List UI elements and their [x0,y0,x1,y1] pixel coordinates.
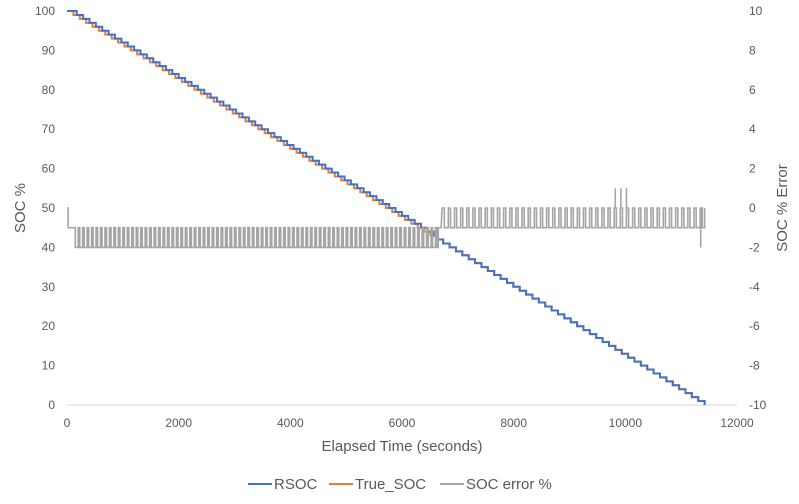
legend-label-true-soc: True_SOC [355,476,426,493]
right-tick-label-4: -2 [749,240,760,254]
left-tick-label-7: 70 [42,122,56,136]
left-tick-label-9: 90 [42,43,56,57]
series-layer [67,10,706,405]
left-tick-label-10: 100 [35,4,55,18]
right-y-axis-ticks: -10 -8 -6 -4 -2 0 2 4 6 8 10 [749,4,767,412]
x-axis-ticks: 0 2000 4000 6000 8000 10000 12000 [64,416,754,430]
right-tick-label-1: -8 [749,359,760,373]
x-tick-label-6: 12000 [720,416,754,430]
left-tick-label-2: 20 [42,319,56,333]
right-tick-label-2: -6 [749,319,760,333]
x-tick-label-1: 2000 [165,416,192,430]
x-tick-label-4: 8000 [500,416,527,430]
right-tick-label-0: -10 [749,398,767,412]
left-tick-label-1: 10 [42,359,56,373]
legend: RSOC True_SOC SOC error % [248,476,552,493]
y-axis-title-left: SOC % [12,183,29,233]
legend-label-soc-error: SOC error % [466,476,552,493]
series-line-soc-error [67,207,706,249]
x-tick-label-5: 10000 [609,416,643,430]
right-tick-label-10: 10 [749,4,763,18]
right-tick-label-8: 6 [749,83,756,97]
left-tick-label-3: 30 [42,280,56,294]
left-tick-label-6: 60 [42,162,56,176]
right-tick-label-3: -4 [749,280,760,294]
x-tick-label-0: 0 [64,416,71,430]
right-tick-label-5: 0 [749,201,756,215]
y-axis-title-right: SOC % Error [774,164,791,252]
series-line-rsoc [67,10,706,405]
x-tick-label-2: 4000 [277,416,304,430]
left-tick-label-8: 80 [42,83,56,97]
x-tick-label-3: 6000 [389,416,416,430]
left-tick-label-0: 0 [48,398,55,412]
right-tick-label-9: 8 [749,43,756,57]
x-axis-title: Elapsed Time (seconds) [322,438,483,455]
left-tick-label-4: 40 [42,240,56,254]
right-tick-label-6: 2 [749,162,756,176]
legend-label-rsoc: RSOC [274,476,318,493]
left-tick-label-5: 50 [42,201,56,215]
left-y-axis-ticks: 0 10 20 30 40 50 60 70 80 90 100 [35,4,55,412]
right-tick-label-7: 4 [749,122,756,136]
